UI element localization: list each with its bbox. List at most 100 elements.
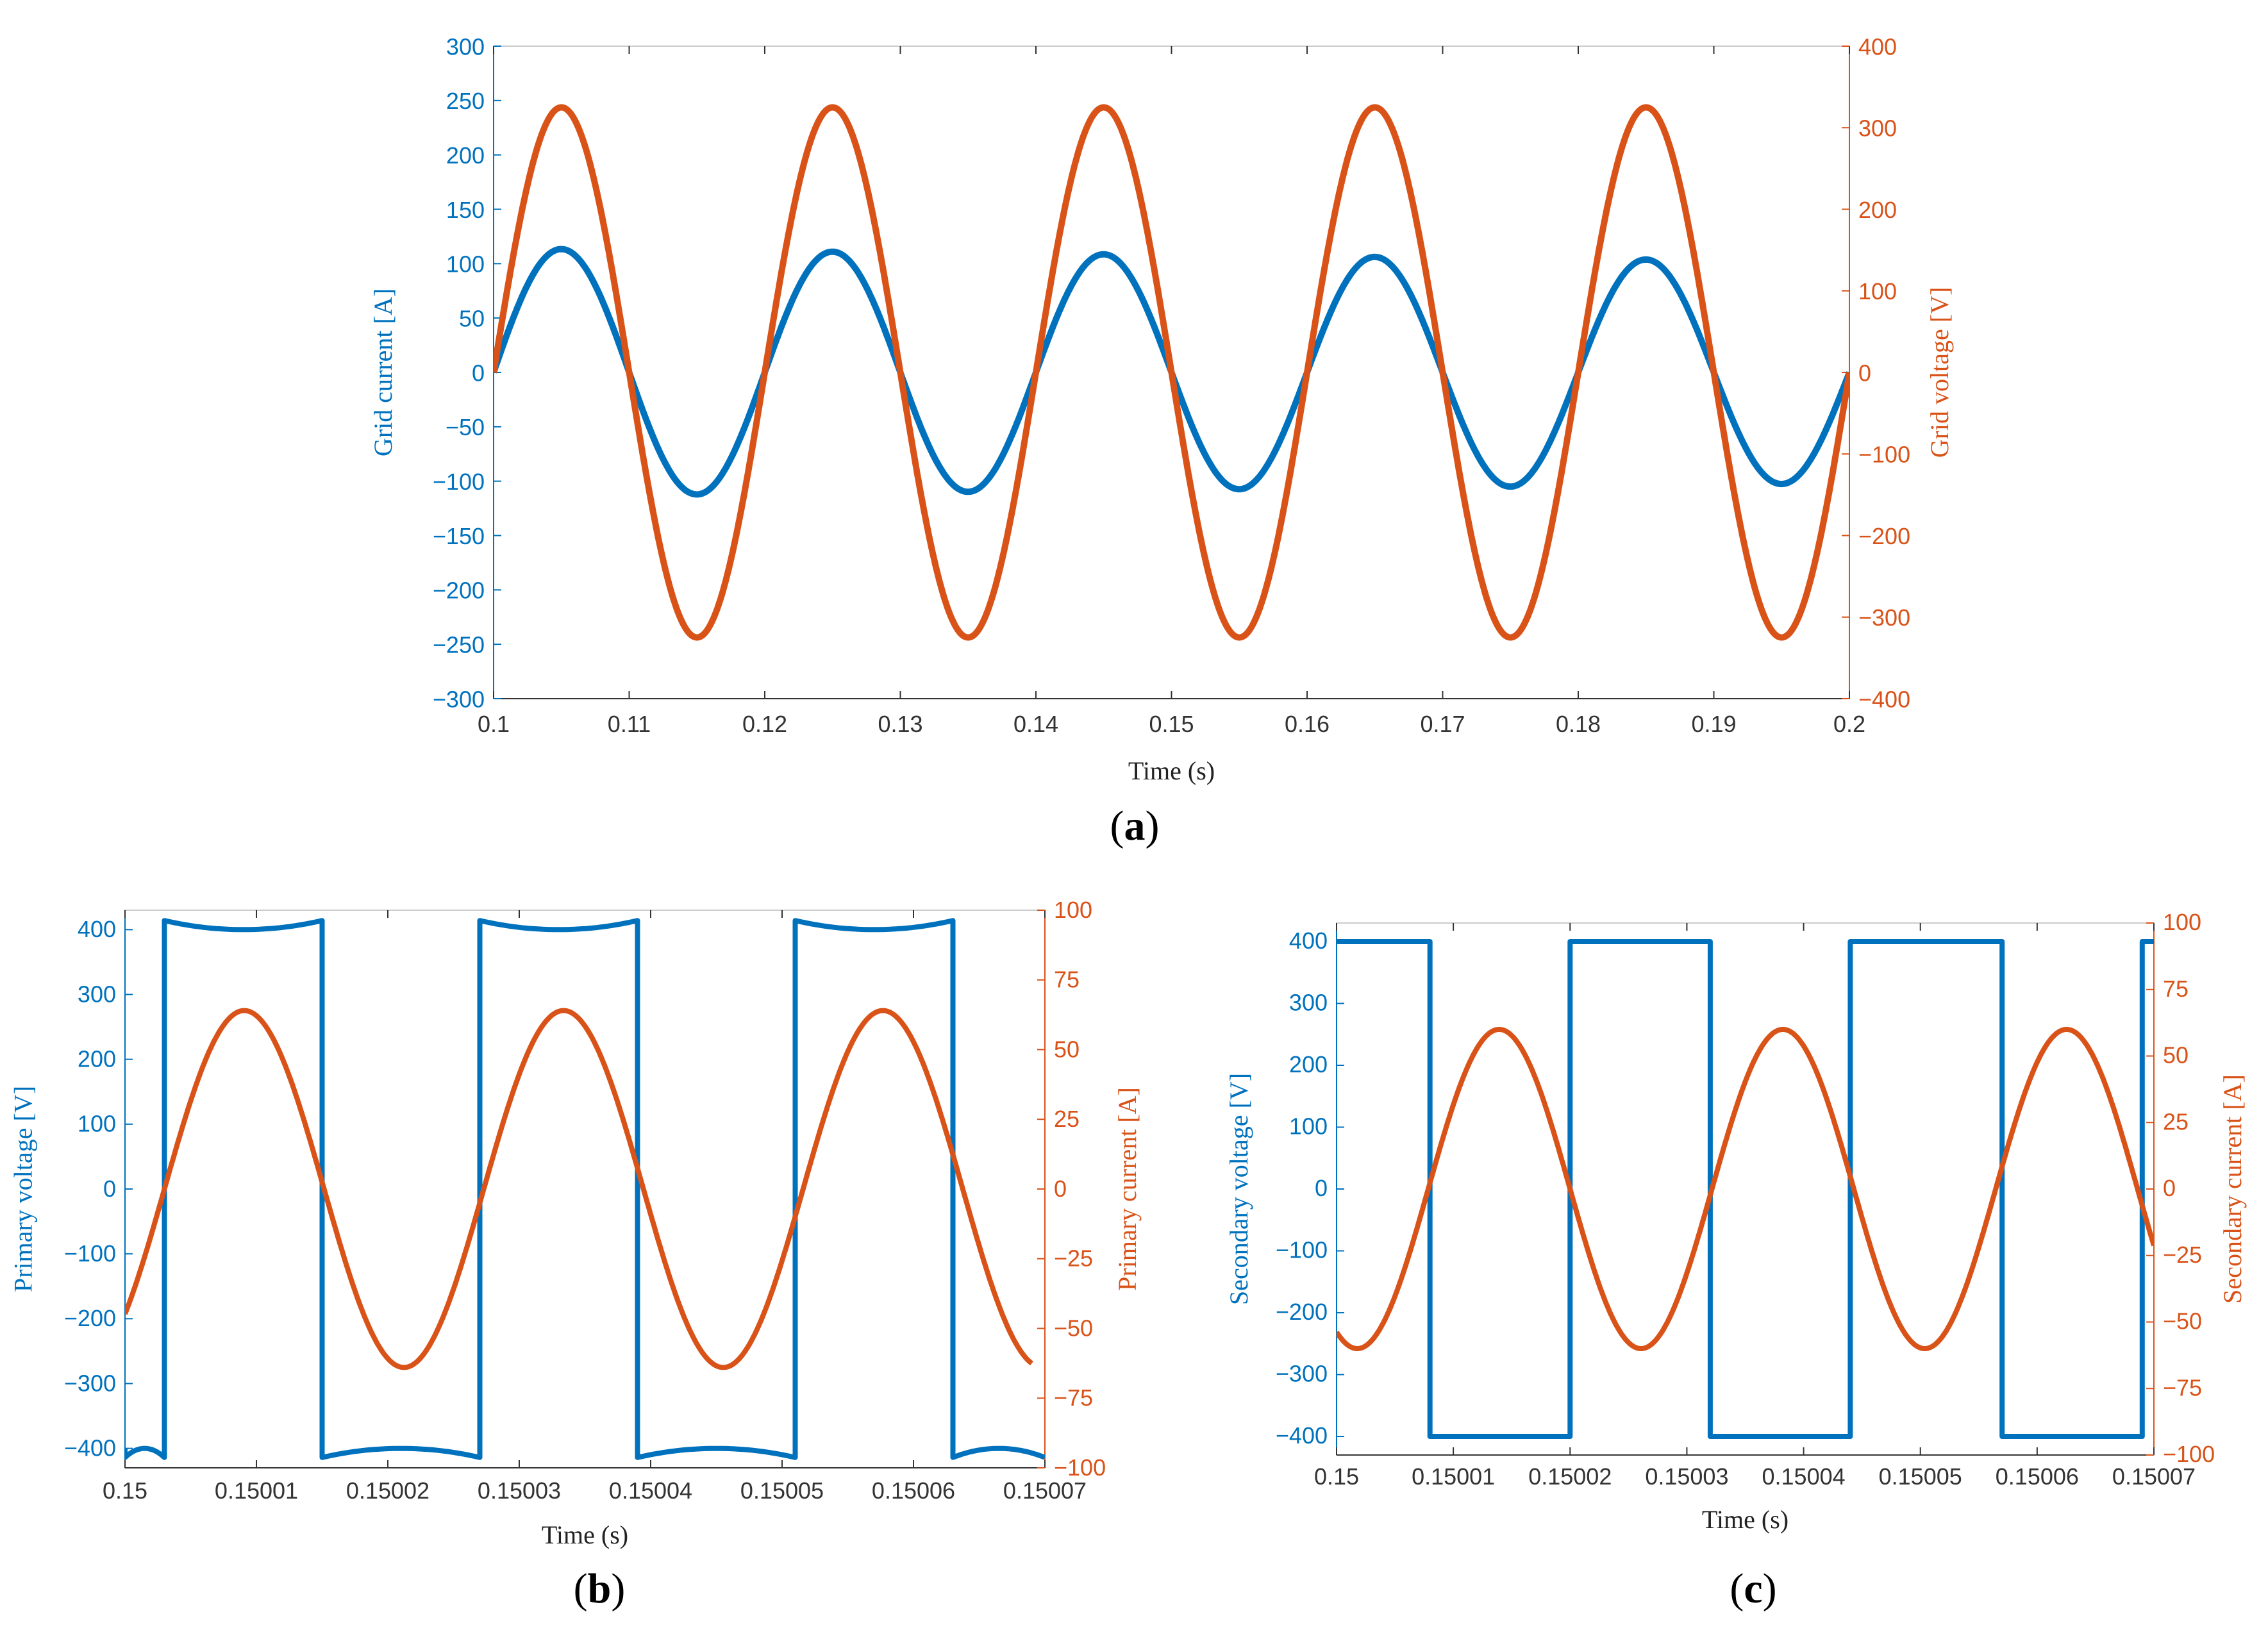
right-y-tick-label: 0 <box>2163 1175 2176 1201</box>
right-y-axis-title: Grid voltage [V] <box>1925 287 1954 458</box>
panel-label-letter: c <box>1744 1565 1762 1612</box>
left-y-tick-label: −300 <box>64 1370 116 1396</box>
plot-area <box>1336 922 2155 1456</box>
x-tick-label: 0.2 <box>1833 711 1865 737</box>
x-tick-label: 0.15005 <box>1879 1463 1962 1490</box>
left-y-tick-label: −200 <box>433 578 485 604</box>
left-y-tick-label: −100 <box>433 469 485 495</box>
left-y-tick-label: 100 <box>1289 1113 1328 1140</box>
right-y-tick-label: 75 <box>2163 976 2189 1002</box>
left-y-tick-label: −150 <box>433 523 485 549</box>
panel-label-letter: a <box>1124 803 1146 849</box>
x-tick-label: 0.15007 <box>1003 1477 1087 1504</box>
series-grid-voltage <box>494 104 1849 641</box>
panel-label-close: ) <box>611 1565 625 1612</box>
left-y-tick-label: 0 <box>1315 1175 1328 1201</box>
right-y-tick-label: −25 <box>2163 1242 2202 1268</box>
right-y-tick-label: 400 <box>1858 33 1897 60</box>
right-y-tick-label: −100 <box>1054 1454 1106 1481</box>
x-tick-label: 0.15003 <box>478 1477 561 1504</box>
left-y-tick-label: −250 <box>433 631 485 658</box>
x-tick-label: 0.15007 <box>2112 1463 2196 1490</box>
left-y-tick-label: 400 <box>1289 927 1328 954</box>
x-tick-label: 0.1 <box>478 711 510 737</box>
series-primary-voltage <box>125 918 1045 1460</box>
x-tick-label: 0.15 <box>1314 1463 1359 1490</box>
left-y-tick-label: 0 <box>472 360 485 386</box>
left-y-axis-title: Grid current [A] <box>369 288 397 456</box>
series-secondary-current <box>1337 1027 2154 1351</box>
left-y-axis-title: Secondary voltage [V] <box>1224 1073 1253 1305</box>
panel-label: (b) <box>574 1565 626 1612</box>
x-tick-label: 0.14 <box>1013 711 1058 737</box>
panel-label-open: ( <box>1110 803 1124 849</box>
right-y-tick-label: 200 <box>1858 197 1897 223</box>
right-y-tick-label: 25 <box>2163 1108 2189 1135</box>
series-group <box>1337 939 2154 1439</box>
panel-label-open: ( <box>1730 1565 1744 1612</box>
left-y-tick-label: 400 <box>78 916 116 942</box>
left-y-tick-label: −400 <box>64 1435 116 1461</box>
right-y-tick-label: −25 <box>1054 1245 1093 1272</box>
right-y-tick-label: −300 <box>1858 604 1910 631</box>
right-y-tick-label: −200 <box>1858 523 1910 549</box>
left-y-tick-label: 0 <box>103 1176 116 1202</box>
series-secondary-voltage <box>1337 939 2154 1439</box>
right-y-tick-label: −400 <box>1858 686 1910 712</box>
left-y-tick-label: −100 <box>1276 1237 1328 1263</box>
left-y-tick-label: 200 <box>1289 1051 1328 1077</box>
left-y-tick-label: −300 <box>433 686 485 712</box>
left-y-tick-label: −200 <box>1276 1299 1328 1325</box>
right-y-axis-title: Secondary current [A] <box>2218 1074 2247 1304</box>
right-y-tick-label: 50 <box>2163 1042 2189 1069</box>
right-y-tick-label: 100 <box>1858 278 1897 304</box>
x-tick-label: 0.15006 <box>872 1477 955 1504</box>
right-y-axis-title: Primary current [A] <box>1113 1087 1142 1291</box>
plot-area <box>124 910 1046 1468</box>
panel-label-open: ( <box>574 1565 588 1612</box>
right-y-tick-label: 0 <box>1054 1176 1067 1202</box>
right-y-tick-label: −50 <box>2163 1308 2202 1335</box>
right-y-tick-label: 25 <box>1054 1106 1080 1132</box>
panel-label-close: ) <box>1763 1565 1777 1612</box>
x-tick-label: 0.12 <box>742 711 787 737</box>
x-tick-label: 0.15 <box>1149 711 1194 737</box>
x-tick-label: 0.15006 <box>1996 1463 2079 1490</box>
chart-b: 0.15 0.15001 0.15002 0.15003 0.15004 0.15005 0… <box>8 897 1142 1612</box>
left-y-tick-label: −50 <box>446 414 485 440</box>
left-y-tick-label: −300 <box>1276 1361 1328 1387</box>
left-y-tick-label: 200 <box>446 142 485 169</box>
left-y-tick-label: 250 <box>446 88 485 114</box>
left-y-tick-label: 100 <box>446 251 485 278</box>
x-axis-title: Time (s) <box>542 1520 628 1549</box>
right-y-tick-label: −75 <box>2163 1374 2202 1401</box>
chart-c: 0.15 0.15001 0.15002 0.15003 0.15004 0.15005 0… <box>1224 909 2247 1612</box>
right-y-tick-label: 0 <box>1858 360 1871 386</box>
panel-label-letter: b <box>588 1565 612 1612</box>
x-tick-label: 0.15002 <box>1528 1463 1612 1490</box>
left-y-tick-label: 300 <box>1289 990 1328 1016</box>
x-tick-label: 0.15001 <box>1412 1463 1495 1490</box>
x-tick-label: 0.11 <box>608 711 651 737</box>
right-y-tick-label: 75 <box>1054 967 1080 993</box>
x-axis-title: Time (s) <box>1128 756 1215 785</box>
x-axis-title: Time (s) <box>1702 1505 1789 1534</box>
series-primary-current <box>125 1008 1033 1370</box>
x-tick-label: 0.15002 <box>346 1477 429 1504</box>
x-tick-label: 0.13 <box>878 711 922 737</box>
right-y-tick-label: 100 <box>1054 897 1092 923</box>
left-y-tick-label: 300 <box>78 981 116 1007</box>
right-y-tick-label: −50 <box>1054 1315 1093 1341</box>
left-y-tick-label: 100 <box>78 1111 116 1137</box>
left-y-tick-label: −400 <box>1276 1422 1328 1449</box>
x-tick-label: 0.15003 <box>1645 1463 1728 1490</box>
right-y-tick-label: 100 <box>2163 909 2201 935</box>
series-group <box>494 104 1849 641</box>
right-y-tick-label: 50 <box>1054 1036 1080 1062</box>
x-tick-label: 0.17 <box>1420 711 1465 737</box>
right-y-tick-label: −100 <box>1858 442 1910 468</box>
left-y-tick-label: 300 <box>446 33 485 60</box>
chart-a: 0.1 0.11 0.12 0.13 0.14 0.15 0.16 0.17 0.18 0.19 0… <box>369 33 1954 849</box>
right-y-tick-label: −75 <box>1054 1385 1093 1411</box>
